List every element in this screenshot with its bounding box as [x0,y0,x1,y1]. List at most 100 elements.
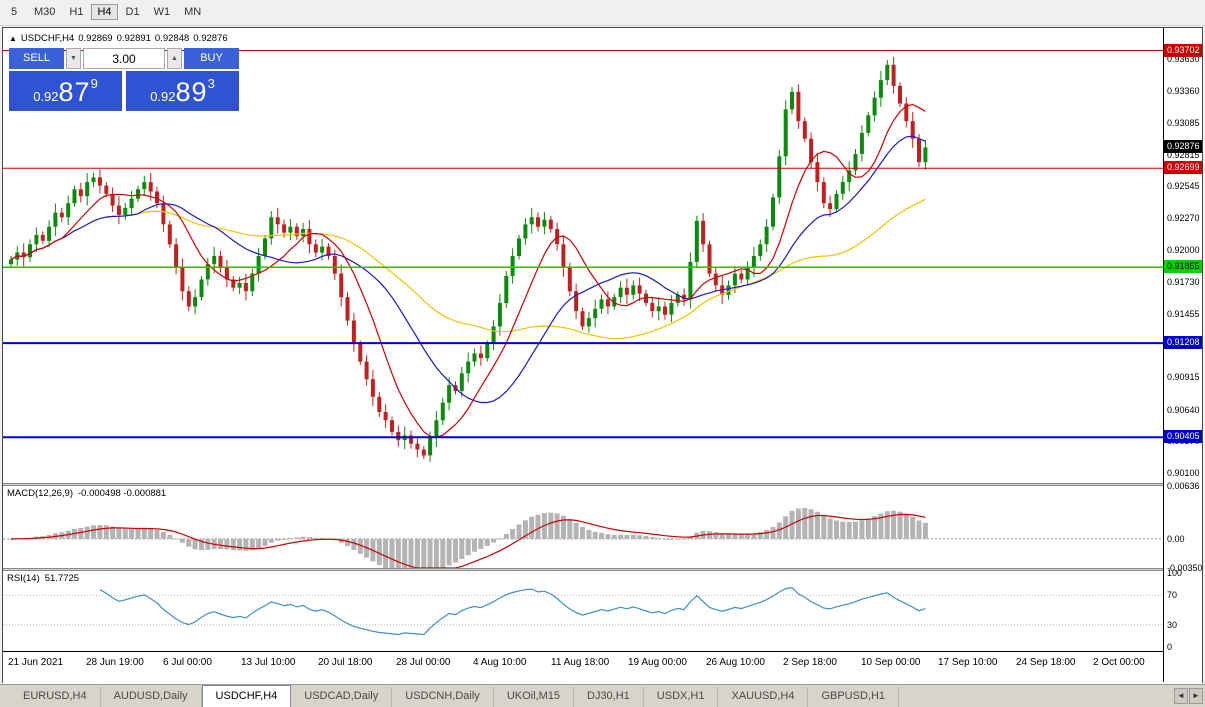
chart-tab-gbpusd-h1[interactable]: GBPUSD,H1 [808,687,900,707]
price-axis-label: 0.90100 [1167,468,1200,478]
sell-button[interactable]: SELL [9,48,64,69]
price-axis-label: 0.92000 [1167,245,1200,255]
chart-tab-usdcnh-daily[interactable]: USDCNH,Daily [392,687,494,707]
time-axis-label: 28 Jul 00:00 [396,657,451,668]
price-pane[interactable]: ▲ USDCHF,H4 0.92869 0.92891 0.92848 0.92876 S… [3,28,1163,483]
timeframe-button-h1[interactable]: H1 [69,6,84,18]
timeframe-button-d1[interactable]: D1 [125,6,140,18]
timeframe-button-5[interactable]: 5 [10,6,18,18]
chart-tab-xauusd-h4[interactable]: XAUUSD,H4 [718,687,809,707]
price-axis-label: 0.93630 [1167,54,1200,64]
time-axis-label: 21 Jun 2021 [8,657,64,668]
pane-splitter[interactable] [3,483,1202,486]
rsi-value: 51.7725 [44,573,80,584]
macd-axis-label: 0.00636 [1167,481,1200,491]
price-axis: 0.93630 0.93360 0.93085 0.92815 0.92545 0.922… [1163,28,1203,682]
buy-price-prefix: 0.92 [150,89,176,104]
timeframe-button-h4[interactable]: H4 [91,4,118,20]
rsi-axis-label: 70 [1167,590,1178,600]
candlestick-chart[interactable] [3,28,1163,483]
time-axis-label: 2 Sep 18:00 [783,657,837,668]
tabbar-scroll: ◄ ► [1174,688,1203,704]
price-axis-label: 0.93085 [1167,118,1200,128]
buy-price-button[interactable]: 0.92 89 3 [126,71,239,111]
volume-input[interactable] [83,48,165,69]
price-axis-label: 0.90915 [1167,372,1200,382]
chart-tab-eurusd-h4[interactable]: EURUSD,H4 [10,687,101,707]
rsi-axis-label: 30 [1167,620,1178,630]
quote-symbol: USDCHF,H4 [20,33,75,44]
macd-values: -0.000498 -0.000881 [78,488,167,499]
macd-name: MACD(12,26,9) [7,488,73,499]
sell-price-button[interactable]: 0.92 87 9 [9,71,122,111]
time-axis-label: 17 Sep 10:00 [938,657,998,668]
time-axis-label: 19 Aug 00:00 [628,657,687,668]
volume-up-icon[interactable]: ▲ [167,48,182,69]
level-price-badge: 0.93702 [1164,44,1202,57]
time-axis-label: 6 Jul 00:00 [163,657,212,668]
level-price-badge: 0.90405 [1164,430,1202,443]
rsi-chart [3,586,1163,636]
level-price-badge: 0.91855 [1164,260,1202,273]
sell-price-big-digits: 87 [58,77,91,107]
time-axis-label: 10 Sep 00:00 [861,657,921,668]
rsi-pane[interactable]: RSI(14) 51.7725 [3,571,1163,651]
tabbar-scroll-right-icon[interactable]: ► [1189,688,1203,704]
level-price-badge: 0.92699 [1164,161,1202,174]
time-axis-label: 24 Sep 18:00 [1016,657,1076,668]
quote-close: 0.92876 [193,33,228,44]
panel-collapse-icon[interactable]: ▲ [9,34,17,43]
chart-tab-usdx-h1[interactable]: USDX,H1 [644,687,719,707]
time-axis-label: 28 Jun 19:00 [86,657,144,668]
timeframe-toolbar: 5 M30 H1 H4 D1 W1 MN [0,0,1205,26]
chart-tab-dj30-h1[interactable]: DJ30,H1 [574,687,644,707]
chart-tabbar: EURUSD,H4 AUDUSD,Daily USDCHF,H4 USDCAD,Dai… [0,684,1205,707]
tabbar-scroll-left-icon[interactable]: ◄ [1174,688,1188,704]
rsi-axis-label: 0 [1167,642,1173,652]
buy-price-big-digits: 89 [175,77,208,107]
price-axis-label: 0.90640 [1167,405,1200,415]
price-axis-label: 0.93360 [1167,86,1200,96]
rsi-label: RSI(14) 51.7725 [7,573,84,584]
timeframe-button-m30[interactable]: M30 [34,6,56,18]
macd-label: MACD(12,26,9) -0.000498 -0.000881 [7,488,171,499]
volume-down-icon[interactable]: ▼ [66,48,81,69]
price-axis-label: 0.91455 [1167,309,1200,319]
time-axis-label: 26 Aug 10:00 [706,657,765,668]
quote-open: 0.92869 [78,33,113,44]
timeframe-button-w1[interactable]: W1 [153,6,171,18]
time-axis-label: 13 Jul 10:00 [241,657,296,668]
time-axis-label: 20 Jul 18:00 [318,657,373,668]
buy-price-pip-digit: 3 [207,76,215,91]
price-axis-label: 0.92545 [1167,181,1200,191]
rsi-axis-label: 100 [1167,568,1183,578]
buy-button[interactable]: BUY [184,48,239,69]
quote-low: 0.92848 [154,33,190,44]
price-axis-label: 0.92815 [1167,150,1200,160]
chart-tab-usdcad-daily[interactable]: USDCAD,Daily [291,687,393,707]
level-price-badge: 0.91208 [1164,336,1202,349]
current-price-badge: 0.92876 [1164,140,1202,153]
time-axis-label: 2 Oct 00:00 [1093,657,1145,668]
time-axis-label: 11 Aug 18:00 [551,657,610,668]
chart-window: ▲ USDCHF,H4 0.92869 0.92891 0.92848 0.92876 S… [2,27,1203,684]
sell-price-pip-digit: 9 [90,76,98,91]
chart-tab-audusd-daily[interactable]: AUDUSD,Daily [101,687,202,707]
pane-splitter[interactable] [3,568,1202,571]
time-axis: 21 Jun 2021 28 Jun 19:00 6 Jul 00:00 13 Jul… [3,651,1202,684]
rsi-name: RSI(14) [7,573,40,584]
chart-tab-ukoil-m15[interactable]: UKOil,M15 [494,687,574,707]
sell-price-prefix: 0.92 [33,89,59,104]
macd-pane[interactable]: MACD(12,26,9) -0.000498 -0.000881 [3,486,1163,568]
chart-tab-usdchf-h4[interactable]: USDCHF,H4 [201,685,292,707]
macd-chart [3,508,1163,568]
price-axis-label: 0.92270 [1167,213,1200,223]
time-axis-label: 4 Aug 10:00 [473,657,527,668]
timeframe-button-mn[interactable]: MN [184,6,202,18]
quote-high: 0.92891 [116,33,151,44]
macd-axis-label: -0.00350 [1167,563,1203,573]
quote-line: ▲ USDCHF,H4 0.92869 0.92891 0.92848 0.92876 [9,33,232,44]
price-axis-label: 0.91730 [1167,277,1200,287]
